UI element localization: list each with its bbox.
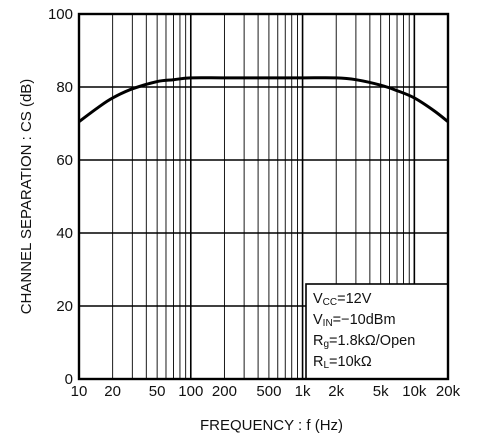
y-tick-label: 60 — [56, 152, 73, 169]
condition-line: VIN=−10dBm — [313, 312, 396, 329]
conditions-box-bg — [305, 283, 449, 380]
x-tick-label: 10 — [71, 383, 88, 400]
series-line — [78, 76, 449, 123]
condition-symbol: R — [313, 354, 323, 370]
condition-symbol: V — [313, 312, 323, 328]
condition-subscript: IN — [323, 318, 333, 329]
x-tick-label: 5k — [373, 383, 389, 400]
condition-subscript: g — [323, 339, 329, 350]
condition-line: VCC=12V — [313, 291, 372, 308]
condition-symbol: V — [313, 291, 323, 307]
y-tick-label: 100 — [48, 6, 73, 23]
condition-value: =10kΩ — [329, 354, 372, 370]
condition-line: Rg=1.8kΩ/Open — [313, 333, 415, 350]
x-tick-label: 10k — [402, 383, 427, 400]
condition-value: =−10dBm — [333, 312, 396, 328]
series-curve — [78, 76, 449, 123]
condition-value: =12V — [337, 291, 372, 307]
condition-value: =1.8kΩ/Open — [329, 333, 415, 349]
x-tick-label: 1k — [295, 383, 311, 400]
y-tick-label: 0 — [65, 371, 73, 388]
x-tick-label: 20k — [436, 383, 461, 400]
x-tick-label: 500 — [256, 383, 281, 400]
condition-subscript: CC — [323, 297, 337, 308]
condition-subscript: L — [323, 360, 329, 371]
x-tick-label: 50 — [149, 383, 166, 400]
x-tick-labels: 10 20 50 100 200 500 1k 2k 5k 10k 20k — [71, 383, 461, 400]
x-tick-label: 20 — [104, 383, 121, 400]
y-tick-labels: 0 20 40 60 80 100 — [48, 6, 73, 388]
x-tick-label: 2k — [328, 383, 344, 400]
x-tick-label: 100 — [178, 383, 203, 400]
y-tick-label: 80 — [56, 79, 73, 96]
plot-frame — [77, 12, 450, 381]
y-axis-title: CHANNEL SEPARATION : CS (dB) — [18, 79, 35, 315]
x-axis-title: FREQUENCY : f (Hz) — [200, 417, 343, 434]
x-tick-label: 200 — [212, 383, 237, 400]
condition-line: RL=10kΩ — [313, 354, 372, 371]
condition-symbol: R — [313, 333, 323, 349]
y-tick-label: 40 — [56, 225, 73, 242]
y-tick-label: 20 — [56, 298, 73, 315]
